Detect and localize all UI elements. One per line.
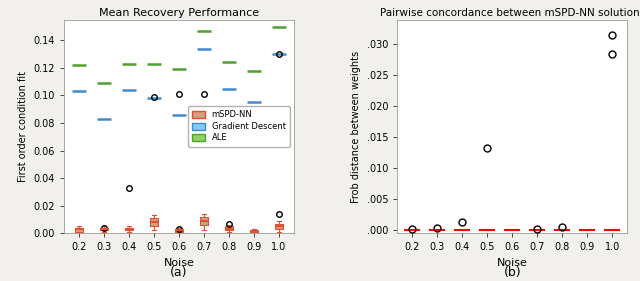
PathPatch shape — [100, 228, 108, 230]
Y-axis label: First order condition fit: First order condition fit — [18, 71, 28, 182]
Title: Mean Recovery Performance: Mean Recovery Performance — [99, 8, 259, 17]
X-axis label: Noise: Noise — [497, 258, 528, 268]
X-axis label: Noise: Noise — [163, 258, 195, 268]
Y-axis label: Frob distance between weights: Frob distance between weights — [351, 50, 361, 203]
PathPatch shape — [250, 230, 259, 233]
PathPatch shape — [225, 226, 234, 230]
PathPatch shape — [200, 217, 208, 225]
Legend: mSPD-NN, Gradient Descent, ALE: mSPD-NN, Gradient Descent, ALE — [188, 106, 290, 147]
PathPatch shape — [150, 218, 158, 226]
PathPatch shape — [175, 229, 183, 232]
PathPatch shape — [125, 228, 133, 230]
Text: (a): (a) — [170, 266, 188, 279]
Text: (b): (b) — [504, 266, 521, 279]
PathPatch shape — [75, 228, 83, 232]
PathPatch shape — [275, 224, 284, 229]
Title: Pairwise concordance between mSPD-NN solutions: Pairwise concordance between mSPD-NN sol… — [380, 8, 640, 17]
